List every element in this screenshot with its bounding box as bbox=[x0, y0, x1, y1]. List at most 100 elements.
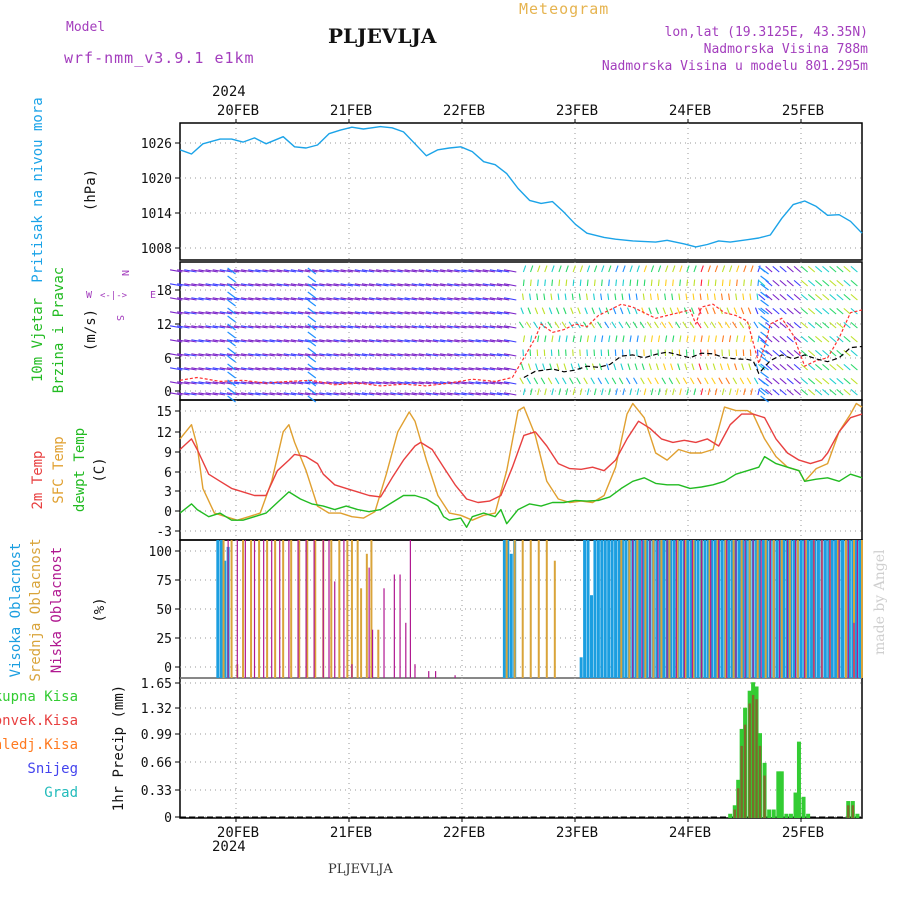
wind-barb bbox=[411, 381, 425, 385]
wind-barb bbox=[440, 392, 453, 396]
wind-barb bbox=[361, 367, 375, 371]
wind-barb bbox=[361, 269, 375, 273]
wind-barb bbox=[198, 311, 211, 315]
compass-e-label: E bbox=[150, 290, 156, 301]
wind-barb bbox=[397, 297, 410, 301]
wind-barb bbox=[169, 392, 183, 396]
wind-barb bbox=[290, 311, 304, 315]
wind-barb bbox=[319, 339, 332, 343]
wind-barb-strip bbox=[760, 363, 769, 371]
wind-barb bbox=[411, 297, 425, 301]
cloud-bar-mid bbox=[740, 540, 743, 678]
wind-axis-title: 10m Vjetar bbox=[30, 298, 46, 382]
wind-barb bbox=[807, 265, 816, 273]
cloud-bar-mid bbox=[242, 540, 245, 678]
cloud-bar-high bbox=[830, 540, 834, 678]
wind-barb bbox=[205, 392, 218, 396]
wind-barb-strip bbox=[760, 387, 769, 395]
precip-bar-convective bbox=[755, 699, 758, 818]
wind-barb bbox=[297, 381, 311, 385]
wind-barb bbox=[707, 335, 710, 343]
cloud-bar-mid bbox=[338, 540, 341, 678]
wind-barb bbox=[326, 339, 339, 343]
wind-barb bbox=[482, 392, 496, 396]
wind-barb bbox=[850, 265, 858, 273]
wind-barb bbox=[347, 283, 361, 287]
wind-barb bbox=[786, 265, 794, 273]
cloud-bar-high bbox=[617, 540, 621, 678]
wind-barb bbox=[843, 279, 851, 287]
cloud-bar-mid bbox=[724, 540, 727, 678]
wind-barb bbox=[233, 311, 247, 315]
wind-barb bbox=[714, 335, 717, 343]
wind-barb bbox=[496, 339, 510, 343]
cloud-bar-mid bbox=[250, 540, 253, 678]
wind-barb-strip bbox=[760, 299, 769, 307]
wind-barb bbox=[361, 297, 375, 301]
wind-barb bbox=[226, 367, 240, 371]
cloud-bar-low bbox=[641, 540, 643, 678]
wind-barb bbox=[454, 339, 467, 343]
wind-barb bbox=[347, 353, 361, 357]
wind-barb bbox=[219, 325, 233, 329]
wind-barb bbox=[618, 321, 624, 329]
cloud-bar-high bbox=[509, 553, 513, 678]
wind-barb bbox=[361, 381, 375, 385]
wind-barb bbox=[475, 353, 488, 357]
wind-barb bbox=[383, 269, 396, 273]
wind-barb-strip bbox=[227, 379, 236, 387]
wind-barb bbox=[793, 293, 801, 301]
wind-barb bbox=[679, 279, 681, 287]
wind-barb bbox=[191, 367, 204, 371]
wind-barb bbox=[807, 335, 816, 343]
wind-barb bbox=[333, 283, 346, 287]
wind-barb bbox=[297, 339, 311, 343]
wind-barb bbox=[772, 321, 780, 329]
wind-barb bbox=[461, 325, 474, 329]
wind-barb bbox=[283, 297, 297, 301]
wind-barb bbox=[679, 335, 682, 343]
wind-barb bbox=[636, 265, 640, 273]
wind-barb bbox=[447, 392, 460, 396]
wind-barb bbox=[636, 388, 640, 396]
cloud-bar-high bbox=[737, 540, 741, 678]
wind-barb bbox=[440, 311, 453, 315]
wind-barb bbox=[226, 392, 240, 396]
wind-barb bbox=[226, 325, 240, 329]
wind-barb bbox=[447, 339, 460, 343]
precip-legend-4: Snijeg bbox=[27, 761, 78, 777]
wind-barb bbox=[269, 367, 282, 371]
wind-barb bbox=[772, 307, 780, 315]
wind-barb bbox=[255, 311, 268, 315]
cloud-bar-mid bbox=[298, 540, 301, 678]
wind-barb bbox=[682, 377, 688, 385]
cloud-bar-low bbox=[368, 567, 370, 678]
wind-barb bbox=[750, 388, 753, 396]
cloud-bar-high bbox=[641, 540, 645, 678]
wind-barb bbox=[713, 293, 716, 301]
wind-barb bbox=[529, 335, 533, 343]
cloud-bar-mid bbox=[545, 540, 548, 678]
wind-barb bbox=[219, 353, 233, 357]
wind-barb bbox=[629, 279, 632, 287]
wind-barb bbox=[647, 377, 652, 385]
wind-barb-strip bbox=[760, 315, 769, 323]
cloud-bar-mid bbox=[513, 540, 516, 678]
wind-barb bbox=[822, 363, 830, 371]
wind-barb bbox=[319, 353, 332, 357]
wind-barb bbox=[212, 339, 226, 343]
cloud-bar-low bbox=[305, 540, 307, 678]
wind-barb-strip bbox=[307, 323, 317, 331]
wind-barb bbox=[800, 377, 809, 385]
wind-barb bbox=[290, 339, 304, 343]
wind-barb bbox=[608, 265, 612, 273]
cloud-bar-mid bbox=[346, 540, 349, 678]
cloud-bar-high bbox=[579, 657, 583, 678]
cloud-bar-mid bbox=[365, 553, 368, 678]
cloud-bar-mid bbox=[505, 540, 508, 678]
wind-barb bbox=[482, 367, 496, 371]
wind-barb-strip bbox=[307, 291, 317, 299]
wind-barb bbox=[628, 293, 631, 301]
wind-barb-strip bbox=[227, 315, 236, 323]
wind-barb bbox=[622, 388, 626, 396]
